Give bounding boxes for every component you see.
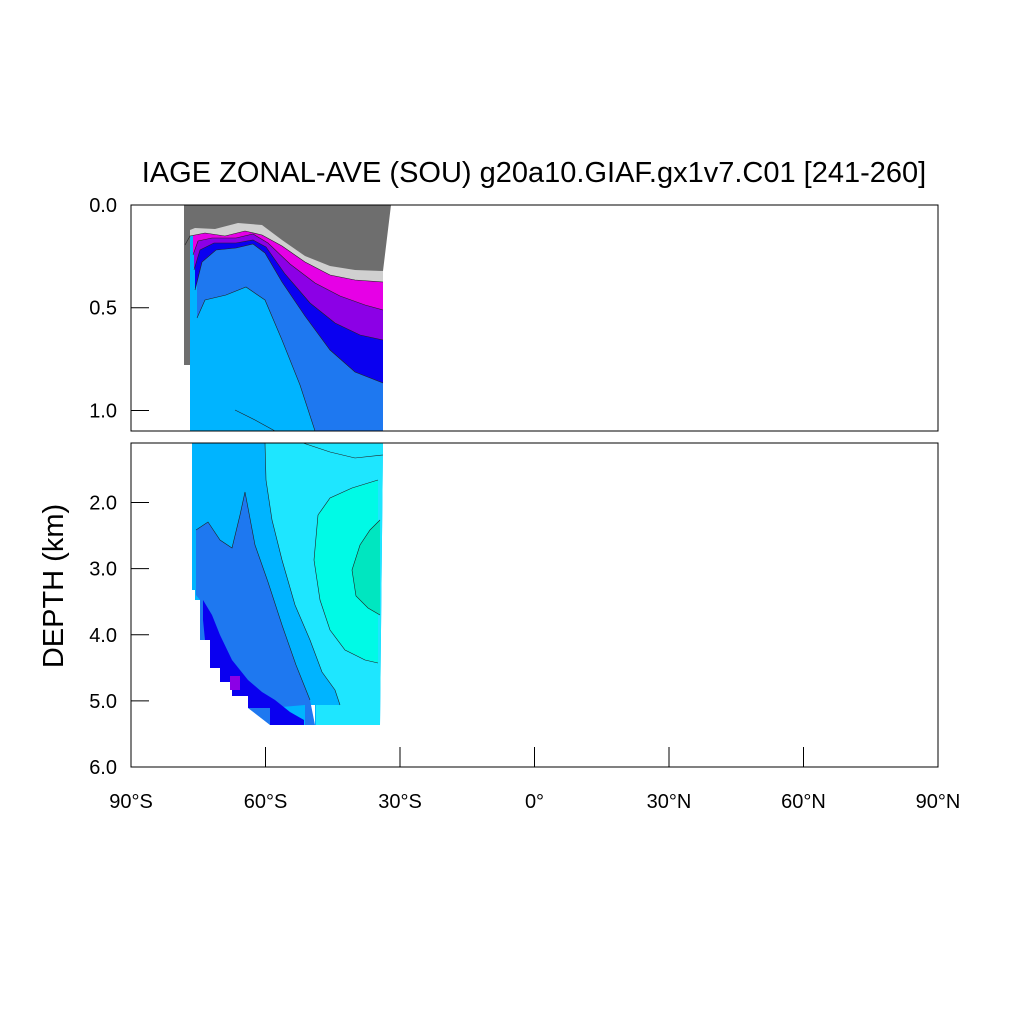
fill-band-darkgray [185, 205, 391, 271]
upper-panel-fills [184, 205, 391, 431]
x-tick-label-5: 60°N [781, 791, 826, 813]
x-tick-label-3: 0° [525, 791, 544, 813]
x-tick-label-2: 30°S [378, 791, 422, 813]
contour-line-12 [302, 443, 384, 459]
contour-line-1 [196, 286, 316, 431]
contour-line-6 [234, 409, 276, 431]
contour-line-3 [193, 239, 384, 341]
fill-deep-violet [230, 676, 240, 690]
contour-line-7 [264, 443, 341, 706]
contour-line-9 [313, 514, 379, 664]
upper-panel-contours [184, 230, 384, 431]
lower-panel-fills [192, 443, 383, 725]
contour-line-4 [192, 233, 384, 311]
lower-y-tick-label-4: 6.0 [89, 757, 117, 779]
axis-tick-labels: 90°S 60°S 30°S 0° 30°N 60°N 90°N 0.0 0.5 1.0 2.0 3.… [89, 195, 960, 813]
lower-panel-contours [195, 443, 384, 706]
lower-y-tick-label-2: 4.0 [89, 625, 117, 647]
upper-y-tick-label-0: 0.0 [89, 195, 117, 217]
fill-deep-aqua [314, 480, 378, 663]
fill-land-west [184, 205, 190, 365]
lower-y-tick-label-1: 3.0 [89, 559, 117, 581]
fill-deep-green [352, 520, 380, 615]
y-axis-label: DEPTH (km) [38, 504, 70, 668]
contour-line-2 [194, 243, 384, 384]
axis-ticks [130, 204, 939, 768]
contour-line-8 [317, 479, 379, 516]
lower-y-tick-label-3: 5.0 [89, 691, 117, 713]
fill-deep-navy [203, 600, 304, 725]
upper-y-tick-label-2: 1.0 [89, 400, 117, 422]
upper-panel-frame [130, 204, 939, 432]
x-tick-label-0: 90°S [109, 791, 153, 813]
upper-y-tick-label-1: 0.5 [89, 298, 117, 320]
x-tick-label-4: 30°N [647, 791, 692, 813]
lower-y-tick-label-0: 2.0 [89, 493, 117, 515]
x-tick-label-6: 90°N [916, 791, 961, 813]
x-tick-label-1: 60°S [244, 791, 288, 813]
contour-line-10 [351, 519, 381, 616]
chart-title: IAGE ZONAL-AVE (SOU) g20a10.GIAF.gx1v7.C… [142, 157, 926, 189]
contour-line-5 [184, 230, 384, 283]
contour-line-11 [195, 491, 311, 701]
